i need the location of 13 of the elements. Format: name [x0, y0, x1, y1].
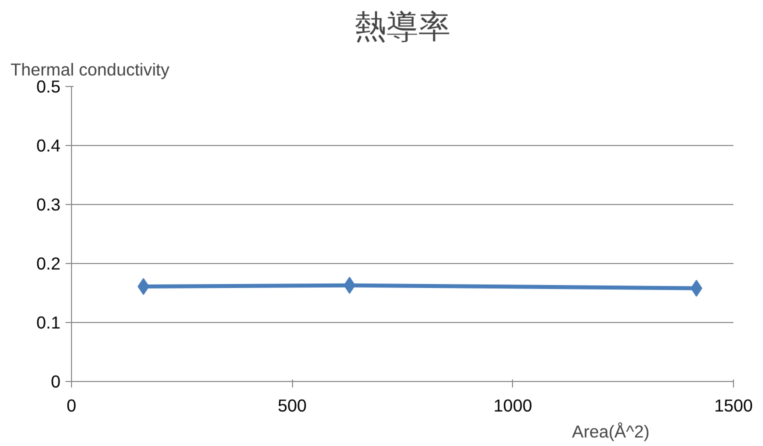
- y-tick-label: 0.5: [36, 76, 61, 96]
- y-axis-title: Thermal conductivity: [10, 60, 170, 80]
- x-tick-label: 0: [66, 396, 76, 416]
- x-tick-label: 1000: [494, 396, 532, 416]
- x-axis-title: Area(Å^2): [572, 422, 650, 442]
- x-tick-label: 1500: [714, 396, 753, 416]
- y-tick-label: 0.3: [36, 194, 61, 214]
- y-tick-label: 0.2: [36, 254, 61, 274]
- y-tick-label: 0.1: [36, 312, 61, 332]
- y-tick-label: 0: [50, 372, 61, 392]
- x-tick-label: 500: [278, 396, 307, 416]
- y-tick-label: 0.4: [36, 136, 61, 156]
- chart-title: 熱導率: [354, 8, 450, 46]
